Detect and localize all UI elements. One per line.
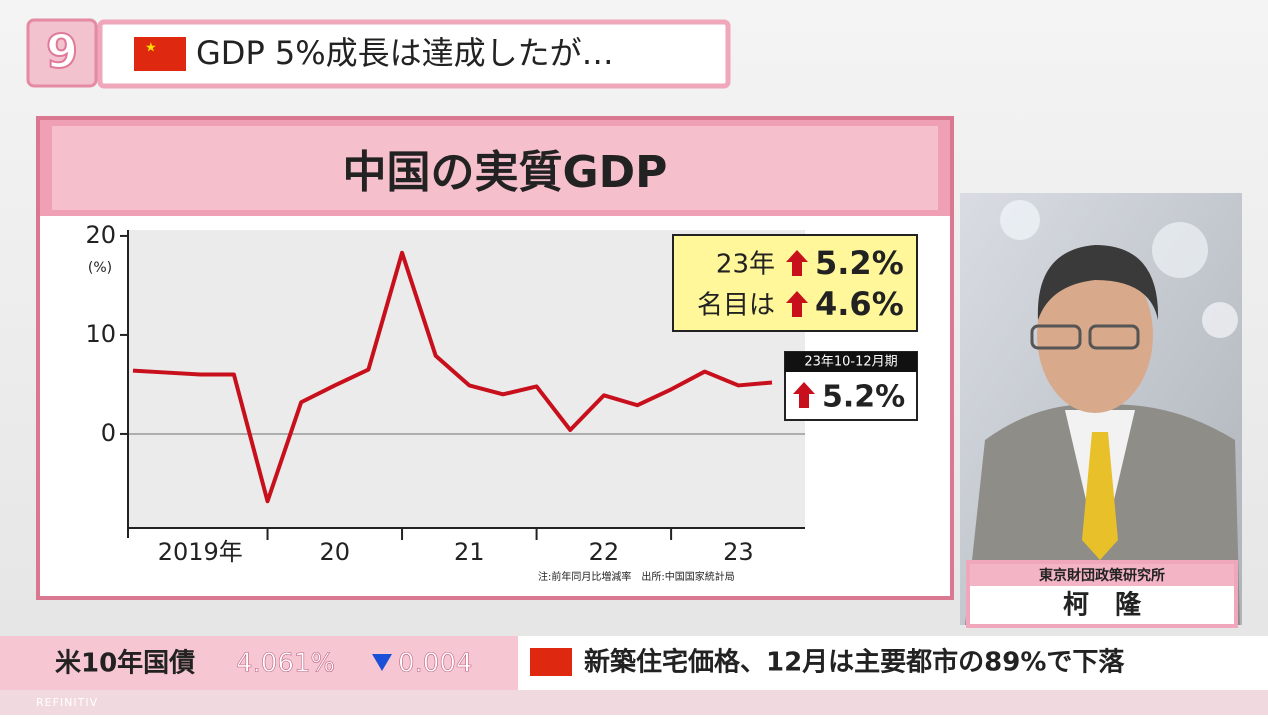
face [1037,257,1153,413]
down-arrow [372,654,392,671]
chart-note: 注:前年同月比増減率 出所:中国国家統計局 [538,570,735,583]
y-unit: (%) [88,260,112,276]
up-arrow [793,382,815,408]
flag [134,37,186,71]
glasses [1088,324,1140,350]
headline-box [97,19,731,89]
x-tick-label: 22 [589,538,620,566]
decor [1152,222,1208,278]
up-arrow [786,291,808,317]
plot: 0 10 20 2019年 20 21 22 23 [85,221,805,566]
annotation: 4.6% [815,285,904,323]
annotation: 5.2% [815,244,904,282]
ticker-left [0,636,518,690]
ticker-source: REFINITIV [36,696,98,709]
data-line [132,250,773,504]
tie [1082,432,1118,560]
logo: 9 [46,25,78,79]
annotation: 5.2% [822,380,905,415]
decor [1000,200,1040,240]
ticker-label: 米10年国債 [55,648,195,679]
up-arrow [786,250,808,276]
flag [530,648,572,676]
flag-star: ★ [145,41,157,56]
y-tick-label: 10 [85,320,116,348]
ticker-rate: 4.061% [236,649,335,679]
speaker-name: 柯 隆 [1063,591,1142,621]
decor [1202,302,1238,338]
chart-title-inner [52,126,938,210]
ticker-change: 0.004 [398,649,472,679]
glasses [1030,324,1082,350]
x-tick-label: 23 [723,538,754,566]
hair [1037,245,1159,320]
bottom-strip [0,690,1268,715]
chart-title: 中国の実質GDP [343,147,668,198]
y-tick-label: 0 [101,419,116,447]
x-tick-label: 20 [320,538,351,566]
news-headline: 新築住宅価格、12月は主要都市の89%で下落 [584,647,1125,678]
annotation: 23年 [716,250,775,280]
x-tick-label: 21 [454,538,485,566]
speaker-affiliation: 東京財団政策研究所 [1039,567,1165,584]
y-tick-label: 20 [85,221,116,249]
logo-box [26,18,98,88]
name-band [970,564,1234,586]
annotation: 名目は [697,291,775,321]
annotation-header [785,352,917,372]
annotation: 23年10-12月期 [804,355,897,370]
x-tick-label: 2019年 [158,538,243,566]
headline: GDP 5%成長は達成したが… [196,34,614,72]
